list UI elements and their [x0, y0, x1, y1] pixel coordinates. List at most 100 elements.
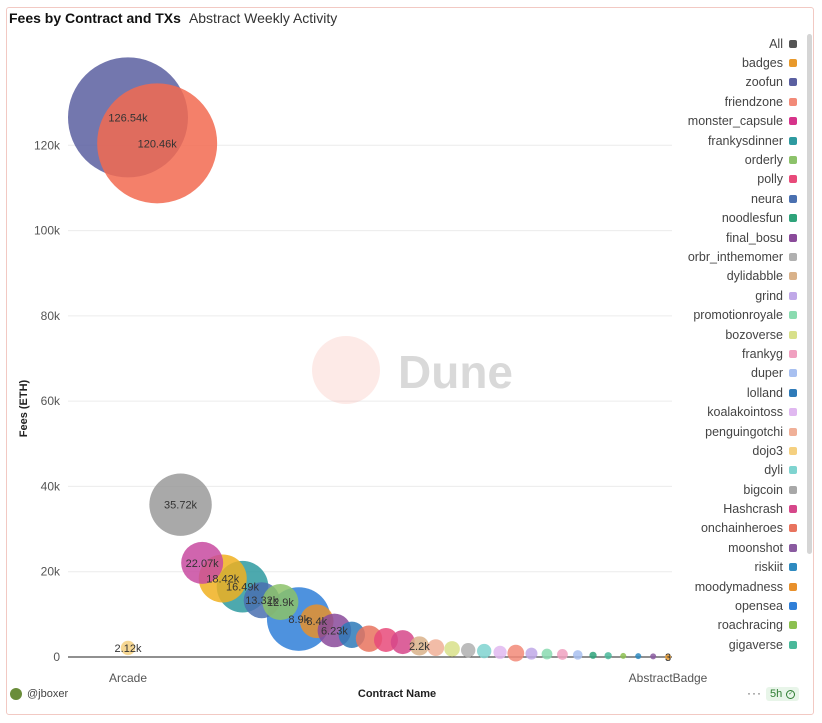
legend-item[interactable]: riskiit — [668, 558, 803, 577]
legend-label: monster_capsule — [687, 114, 783, 129]
legend-item[interactable]: dylidabble — [668, 267, 803, 286]
legend-label: bigcoin — [743, 482, 783, 497]
legend-label: orderly — [744, 153, 783, 168]
legend-item[interactable]: penguingotchi — [668, 422, 803, 441]
legend-item[interactable]: duper — [668, 364, 803, 383]
legend-item[interactable]: promotionroyale — [668, 305, 803, 324]
legend-swatch — [789, 485, 797, 494]
bubble-orderly — [262, 583, 299, 620]
x-tick-label: AbstractBadge — [629, 671, 708, 685]
bubble-data-label: 2.12k — [115, 643, 142, 655]
legend-swatch — [789, 272, 797, 281]
y-tick-label: 40k — [41, 479, 61, 493]
legend-label: frankyg — [742, 346, 783, 361]
legend-swatch — [789, 330, 797, 339]
legend-item[interactable]: monster_capsule — [668, 112, 803, 131]
bubble-penguingotchi — [427, 639, 445, 657]
bubble-frankyg — [557, 649, 568, 660]
bubble-bigcoin — [149, 473, 212, 536]
legend-item[interactable]: orderly — [668, 150, 803, 169]
legend-item[interactable]: final_bosu — [668, 228, 803, 247]
legend-swatch — [789, 427, 797, 436]
bubble-data-label: 13.32k — [245, 595, 279, 607]
legend-item[interactable]: orbr_inthemomer — [668, 247, 803, 266]
legend-item[interactable]: Hashcrash — [668, 499, 803, 518]
chart-title: Fees by Contract and TXs — [9, 10, 181, 26]
legend-swatch — [789, 311, 797, 320]
bubble-friendzone — [507, 644, 525, 662]
chart-subtitle: Abstract Weekly Activity — [188, 10, 338, 26]
legend-swatch — [789, 194, 797, 203]
legend-item[interactable]: lolland — [668, 383, 803, 402]
legend[interactable]: All badges zoofun friendzone monster_capsule… — [668, 34, 803, 664]
legend-item[interactable]: All — [668, 34, 803, 53]
bubble-data-label: 12.9k — [267, 597, 294, 609]
legend-item[interactable]: badges — [668, 53, 803, 72]
bubble-monster_capsule — [181, 541, 224, 584]
bubble-data-label: 16.49k — [226, 582, 260, 594]
legend-item[interactable]: moodymadness — [668, 577, 803, 596]
legend-swatch — [789, 602, 797, 611]
legend-swatch — [789, 214, 797, 223]
legend-label: grind — [755, 288, 783, 303]
legend-label: neura — [751, 191, 783, 206]
bubble-data-label: 18.42k — [206, 573, 240, 585]
x-axis-title: Contract Name — [358, 688, 436, 700]
legend-swatch — [789, 388, 797, 397]
y-tick-label: 60k — [41, 394, 61, 408]
refresh-age-badge[interactable]: 5h ✓ — [766, 687, 800, 701]
legend-item[interactable]: moonshot — [668, 538, 803, 557]
legend-item[interactable]: koalakointoss — [668, 402, 803, 421]
bubble-data-label: 3 — [665, 652, 671, 664]
chart-header: Fees by Contract and TXs Abstract Weekly … — [9, 10, 337, 26]
dune-watermark: Dune — [312, 336, 513, 404]
bubble-data-label: 120.46k — [138, 138, 178, 150]
bubble-friendzone — [97, 83, 218, 204]
legend-item[interactable]: bozoverse — [668, 325, 803, 344]
legend-swatch — [789, 563, 797, 572]
legend-label: onchainheroes — [700, 521, 783, 536]
y-tick-label: 100k — [34, 224, 61, 238]
legend-swatch — [789, 621, 797, 630]
legend-item[interactable]: frankyg — [668, 344, 803, 363]
legend-item[interactable]: roachracing — [668, 616, 803, 635]
legend-item[interactable]: frankysdinner — [668, 131, 803, 150]
legend-item[interactable]: grind — [668, 286, 803, 305]
author[interactable]: @jboxer — [10, 688, 68, 700]
y-tick-label: 80k — [41, 309, 61, 323]
legend-item[interactable]: friendzone — [668, 92, 803, 111]
legend-scrollbar[interactable] — [807, 34, 812, 554]
legend-item[interactable]: polly — [668, 170, 803, 189]
legend-item[interactable]: neura — [668, 189, 803, 208]
legend-label: gigaverse — [728, 637, 783, 652]
y-tick-label: 20k — [41, 565, 61, 579]
bubble-orbr_inthemomer — [460, 642, 476, 658]
legend-label: opensea — [735, 599, 783, 614]
author-name: @jboxer — [27, 688, 69, 700]
legend-swatch — [789, 408, 797, 417]
legend-item[interactable]: dojo3 — [668, 441, 803, 460]
more-options-button[interactable]: ··· — [747, 686, 762, 700]
legend-swatch — [789, 640, 797, 649]
legend-item[interactable]: opensea — [668, 596, 803, 615]
legend-item[interactable]: gigaverse — [668, 635, 803, 654]
legend-swatch — [789, 369, 797, 378]
legend-label: koalakointoss — [707, 405, 783, 420]
legend-item[interactable]: onchainheroes — [668, 519, 803, 538]
bubble-moonshot — [650, 653, 657, 660]
legend-swatch — [789, 78, 797, 87]
legend-item[interactable]: noodlesfun — [668, 209, 803, 228]
bubble-Arcade — [120, 640, 136, 656]
legend-item[interactable]: dyli — [668, 461, 803, 480]
bubble-gigaverse — [604, 652, 612, 660]
legend-label: moonshot — [728, 540, 783, 555]
author-avatar-icon — [10, 688, 22, 700]
legend-item[interactable]: bigcoin — [668, 480, 803, 499]
legend-item[interactable]: zoofun — [668, 73, 803, 92]
legend-swatch — [789, 252, 797, 261]
legend-label: duper — [751, 366, 783, 381]
legend-label: Hashcrash — [723, 502, 783, 517]
y-tick-label: 0 — [53, 650, 60, 664]
legend-swatch — [789, 97, 797, 106]
